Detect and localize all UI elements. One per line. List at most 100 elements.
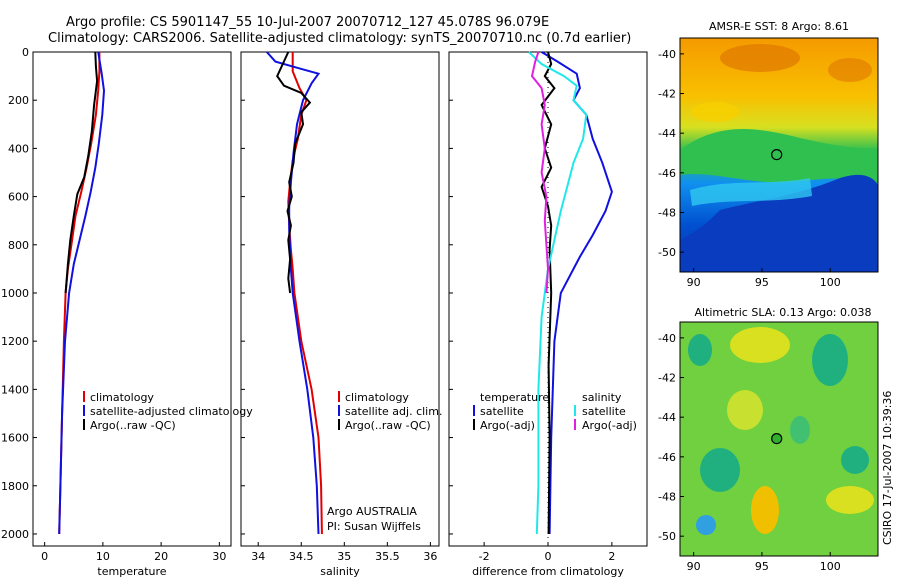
y-tick-label: -44: [658, 127, 676, 140]
series-line-argo-raw-qc-: [64, 51, 99, 294]
y-tick-label: 1600: [1, 432, 29, 445]
difference-legend-sal-argo: Argo(-adj): [582, 419, 637, 432]
x-tick-label: 35.5: [375, 550, 400, 563]
y-tick-label: -48: [658, 207, 676, 220]
y-tick-label: -42: [658, 372, 676, 385]
sla-low-patch: [841, 446, 869, 474]
sst-map-panel: AMSR-E SST: 8 Argo: 8.61 90 95 100 -40 -42 -4…: [658, 20, 879, 289]
sla-map-title: Altimetric SLA: 0.13 Argo: 0.038: [694, 306, 871, 319]
x-tick-label: 10: [96, 550, 110, 563]
sst-cold-core: [680, 174, 878, 272]
y-tick-label: -48: [658, 491, 676, 504]
difference-ticks: -2 0 2: [449, 51, 615, 563]
y-tick-label: -44: [658, 411, 676, 424]
sla-low-patch: [696, 515, 716, 535]
sla-low-patch: [790, 416, 810, 444]
temperature-panel: 0 10 20 30 0 200 400 600 800 1000 1200 1400 1600 1800…: [1, 46, 253, 578]
difference-legend-sal-satellite: satellite: [582, 405, 626, 418]
salinity-legend-climatology: climatology: [345, 391, 409, 404]
sst-cyan-streak: [690, 178, 812, 206]
salinity-xlabel: salinity: [320, 565, 360, 578]
difference-series-group: [528, 51, 613, 535]
series-line-salinity-satellite: [528, 51, 588, 535]
x-tick-label: 2: [608, 550, 615, 563]
sst-warm-patch: [828, 58, 872, 82]
sst-map-title: AMSR-E SST: 8 Argo: 8.61: [709, 20, 849, 33]
csiro-timestamp: CSIRO 17-Jul-2007 10:39:36: [881, 391, 894, 545]
y-tick-label: -46: [658, 451, 676, 464]
argo-location-marker: [771, 149, 783, 161]
temperature-axes-frame: [32, 51, 232, 547]
temperature-legend-argo: Argo(..raw -QC): [90, 419, 176, 432]
argo-pi-annotation: PI: Susan Wijffels: [327, 520, 421, 533]
x-tick-label: 20: [154, 550, 168, 563]
sla-high-patch: [751, 486, 779, 534]
sla-low-patch: [812, 334, 848, 386]
series-line-temperature-satellite: [541, 51, 613, 535]
salinity-axes-frame: [240, 51, 440, 547]
temperature-ticks: 0 10 20 30 0 200 400 600 800 1000 1200 1400 1600 1800…: [1, 46, 226, 563]
y-tick-label: 400: [8, 142, 29, 155]
temperature-legend-climatology: climatology: [90, 391, 154, 404]
sla-ticks: 90 95 100 -40 -42 -44 -46 -48 -50: [658, 332, 841, 573]
sst-ticks: 90 95 100 -40 -42 -44 -46 -48 -50: [658, 48, 841, 289]
y-tick-label: 800: [8, 239, 29, 252]
salinity-series-group: [266, 51, 323, 535]
sst-axes-frame: [679, 37, 879, 273]
difference-legend: temperature satellite Argo(-adj) salinit…: [473, 391, 637, 432]
y-tick-label: -50: [658, 530, 676, 543]
x-tick-label: 90: [687, 560, 701, 573]
x-tick-label: 0: [545, 550, 552, 563]
x-tick-label: 95: [755, 276, 769, 289]
y-tick-label: 1000: [1, 287, 29, 300]
difference-legend-temperature-heading: temperature: [480, 391, 549, 404]
x-tick-label: 90: [687, 276, 701, 289]
difference-legend-temp-argo: Argo(-adj): [480, 419, 535, 432]
sla-high-patch: [730, 327, 790, 363]
temperature-xlabel: temperature: [97, 565, 166, 578]
temperature-legend: climatology satellite-adjusted climatolo…: [83, 391, 253, 432]
y-tick-label: -40: [658, 332, 676, 345]
figure-title-line1: Argo profile: CS 5901147_55 10-Jul-2007 …: [66, 15, 549, 30]
sst-warm-patch: [720, 44, 800, 72]
y-tick-label: -40: [658, 48, 676, 61]
y-tick-label: -46: [658, 167, 676, 180]
y-tick-label: -50: [658, 246, 676, 259]
x-tick-label: -2: [479, 550, 490, 563]
difference-axes-frame: [448, 51, 648, 547]
series-line-satellite-adj-clim-: [266, 51, 321, 535]
sla-axes-frame: [679, 321, 879, 557]
difference-xlabel: difference from climatology: [472, 565, 624, 578]
y-tick-label: 1400: [1, 383, 29, 396]
series-line-temperature-argo-adj-: [540, 51, 556, 535]
x-tick-label: 34: [251, 550, 265, 563]
x-tick-label: 36: [423, 550, 437, 563]
series-line-salinity-argo-adj-: [530, 51, 550, 294]
y-tick-label: 200: [8, 94, 29, 107]
y-tick-label: 1800: [1, 480, 29, 493]
sla-low-patch: [688, 334, 712, 366]
y-tick-label: 600: [8, 191, 29, 204]
sst-field: [680, 38, 878, 272]
sla-high-patch: [727, 390, 763, 430]
x-tick-label: 100: [820, 560, 841, 573]
y-tick-label: 0: [22, 46, 29, 59]
sla-low-patch: [700, 448, 740, 492]
x-tick-label: 0: [41, 550, 48, 563]
difference-panel: -2 0 2 difference from climatology tempera…: [448, 51, 648, 578]
temperature-legend-satellite: satellite-adjusted climatology: [90, 405, 253, 418]
series-line-satellite-adjusted-climatology: [58, 51, 106, 535]
salinity-ticks: 34 34.5 35 35.5 36: [241, 51, 437, 563]
y-tick-label: 2000: [1, 528, 29, 541]
x-tick-label: 95: [755, 560, 769, 573]
salinity-legend-satellite: satellite adj. clim.: [345, 405, 442, 418]
sla-high-patch: [826, 486, 874, 514]
figure-title-line2: Climatology: CARS2006. Satellite-adjuste…: [48, 31, 631, 46]
salinity-legend: climatology satellite adj. clim. Argo(..…: [338, 391, 442, 432]
x-tick-label: 35: [337, 550, 351, 563]
y-tick-label: 1200: [1, 335, 29, 348]
salinity-legend-argo: Argo(..raw -QC): [345, 419, 431, 432]
argo-location-marker: [771, 433, 783, 445]
x-tick-label: 34.5: [289, 550, 314, 563]
